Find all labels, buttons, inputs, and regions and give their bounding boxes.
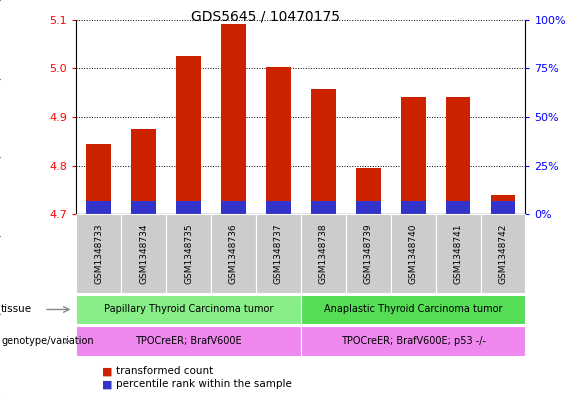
Text: GSM1348737: GSM1348737: [274, 223, 283, 284]
Text: GSM1348741: GSM1348741: [454, 223, 463, 284]
Text: GSM1348736: GSM1348736: [229, 223, 238, 284]
Bar: [176, 56, 201, 214]
Bar: [221, 201, 246, 214]
Bar: [266, 201, 291, 214]
Bar: [356, 201, 381, 214]
Text: TPOCreER; BrafV600E: TPOCreER; BrafV600E: [135, 336, 242, 346]
Bar: [176, 201, 201, 214]
Bar: [401, 97, 425, 214]
Text: GSM1348738: GSM1348738: [319, 223, 328, 284]
Bar: [86, 144, 111, 214]
Text: tissue: tissue: [1, 305, 32, 314]
Bar: [490, 195, 515, 214]
Bar: [131, 201, 156, 214]
Bar: [131, 129, 156, 214]
Text: percentile rank within the sample: percentile rank within the sample: [116, 379, 292, 389]
Text: GSM1348734: GSM1348734: [139, 223, 148, 284]
Text: GSM1348733: GSM1348733: [94, 223, 103, 284]
Bar: [446, 201, 471, 214]
Bar: [401, 201, 425, 214]
Bar: [311, 201, 336, 214]
Bar: [86, 201, 111, 214]
Bar: [266, 67, 291, 214]
Text: ■: ■: [102, 366, 112, 376]
Text: GDS5645 / 10470175: GDS5645 / 10470175: [191, 10, 340, 24]
Text: ■: ■: [102, 379, 112, 389]
Text: Papillary Thyroid Carcinoma tumor: Papillary Thyroid Carcinoma tumor: [104, 305, 273, 314]
Bar: [311, 89, 336, 214]
Bar: [356, 168, 381, 214]
Text: GSM1348740: GSM1348740: [408, 223, 418, 284]
Bar: [446, 97, 471, 214]
Text: genotype/variation: genotype/variation: [1, 336, 94, 346]
Bar: [221, 24, 246, 214]
Text: GSM1348739: GSM1348739: [364, 223, 373, 284]
Text: Anaplastic Thyroid Carcinoma tumor: Anaplastic Thyroid Carcinoma tumor: [324, 305, 502, 314]
Text: transformed count: transformed count: [116, 366, 213, 376]
Text: GSM1348735: GSM1348735: [184, 223, 193, 284]
Text: TPOCreER; BrafV600E; p53 -/-: TPOCreER; BrafV600E; p53 -/-: [341, 336, 486, 346]
Text: GSM1348742: GSM1348742: [498, 223, 507, 284]
Bar: [490, 201, 515, 214]
